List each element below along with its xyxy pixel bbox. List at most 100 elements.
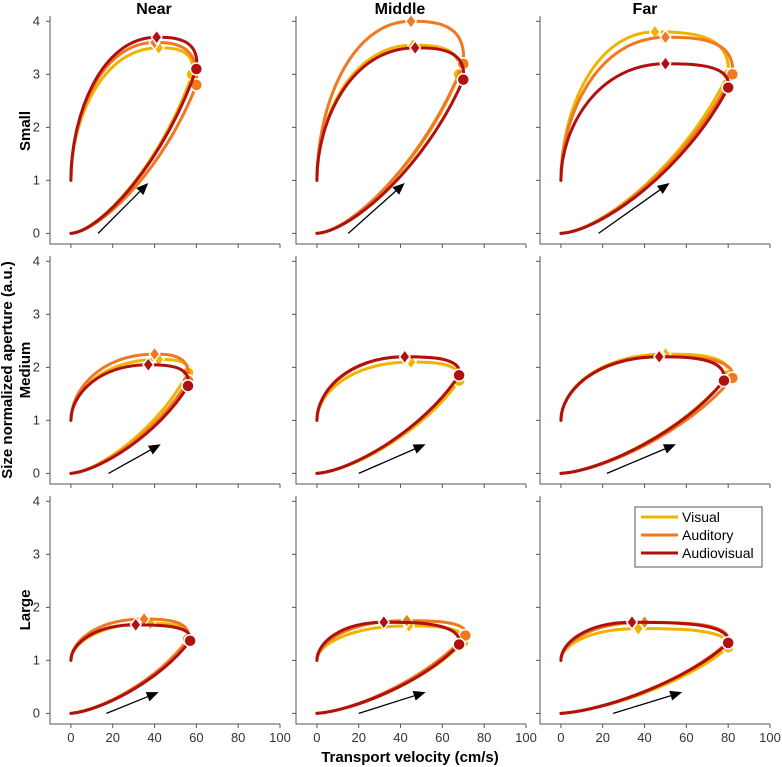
legend-label-visual: Visual xyxy=(682,509,720,525)
peak-velocity-marker-small-far-audiovisual xyxy=(721,80,735,95)
axes-large-middle xyxy=(295,496,526,725)
curve-upper-small-middle-auditory xyxy=(315,19,465,182)
axes-medium-far xyxy=(539,256,770,485)
x-tick-label-large-near-20: 20 xyxy=(105,730,119,745)
curve-lower-large-far-auditory xyxy=(559,640,730,715)
curve-lower-medium-near-visual xyxy=(69,371,190,475)
direction-arrow-head-medium-far xyxy=(662,444,676,454)
curve-lower-large-near-audiovisual xyxy=(69,639,192,715)
peak-velocity-marker-small-middle-audiovisual xyxy=(456,72,471,87)
curve-lower-medium-middle-visual xyxy=(315,379,461,475)
x-tick-label-large-near-0: 0 xyxy=(67,730,74,745)
curve-upper-small-far-audiovisual xyxy=(559,62,730,182)
panel-large-middle: 0 20 40 60 80 100 xyxy=(292,496,537,745)
panel-small-near: 0 1 2 3 4 xyxy=(33,13,281,248)
row-title-large: Large xyxy=(17,590,34,631)
curve-lower-large-near-auditory xyxy=(69,637,190,715)
direction-arrow-line-large-near xyxy=(106,696,148,714)
peak-velocity-marker-small-near-audiovisual xyxy=(189,62,204,76)
direction-arrow-head-small-near xyxy=(136,183,149,196)
y-tick-label-small-near-3: 3 xyxy=(33,66,40,81)
direction-arrow-head-medium-middle xyxy=(412,444,426,454)
column-title-near: Near xyxy=(136,1,172,18)
curve-upper-medium-near-auditory xyxy=(69,352,190,422)
axes-small-near xyxy=(49,16,280,245)
x-tick-label-large-middle-60: 60 xyxy=(435,730,449,745)
y-tick-label-large-near-0: 0 xyxy=(33,705,40,720)
curve-lower-medium-far-visual xyxy=(559,373,730,475)
x-axis-label: Transport velocity (cm/s) xyxy=(321,749,499,766)
x-tick-label-large-near-100: 100 xyxy=(269,730,291,745)
direction-arrow-line-medium-near xyxy=(108,449,151,474)
peak-aperture-marker-small-far-audiovisual xyxy=(659,55,672,72)
direction-arrow-head-large-middle xyxy=(412,691,426,701)
direction-arrow-line-large-far xyxy=(612,695,671,715)
y-axis-label: Size normalized aperture (a.u.) xyxy=(0,261,16,479)
y-tick-label-small-near-0: 0 xyxy=(33,225,40,240)
peak-aperture-marker-small-far-auditory xyxy=(659,28,672,46)
x-tick-label-large-middle-100: 100 xyxy=(515,730,537,745)
x-tick-label-large-far-40: 40 xyxy=(637,730,651,745)
curve-lower-small-far-audiovisual xyxy=(559,86,730,235)
curve-lower-small-far-visual xyxy=(559,72,730,235)
y-tick-label-medium-near-4: 4 xyxy=(33,253,40,268)
panel-medium-far xyxy=(536,256,771,488)
curve-lower-small-near-audiovisual xyxy=(69,67,198,235)
curve-upper-small-far-auditory xyxy=(559,35,734,182)
axes-medium-middle xyxy=(295,256,526,485)
axes-small-far xyxy=(539,16,770,245)
curve-lower-medium-middle-audiovisual xyxy=(315,373,461,475)
row-title-medium: Medium xyxy=(17,342,34,399)
curve-lower-large-far-audiovisual xyxy=(559,641,730,715)
curve-lower-small-middle-audiovisual xyxy=(315,78,465,235)
curve-lower-large-middle-auditory xyxy=(315,633,467,715)
x-tick-label-large-near-40: 40 xyxy=(147,730,161,745)
x-tick-label-large-middle-0: 0 xyxy=(313,730,320,745)
direction-arrow-head-large-far xyxy=(669,690,683,701)
x-tick-label-large-far-60: 60 xyxy=(679,730,693,745)
curve-lower-medium-middle-auditory xyxy=(315,373,461,475)
x-tick-label-large-near-80: 80 xyxy=(231,730,245,745)
peak-aperture-marker-small-middle-audiovisual xyxy=(408,39,422,57)
y-tick-label-medium-near-0: 0 xyxy=(33,465,40,480)
panel-small-middle xyxy=(292,13,527,248)
curve-upper-small-middle-visual xyxy=(315,43,461,182)
curve-lower-small-far-auditory xyxy=(559,72,734,235)
x-tick-label-large-near-60: 60 xyxy=(189,730,203,745)
y-tick-label-small-near-2: 2 xyxy=(33,119,40,134)
column-title-far: Far xyxy=(633,1,658,18)
column-title-middle: Middle xyxy=(375,1,426,18)
axes-medium-near xyxy=(49,256,280,485)
curve-lower-medium-near-auditory xyxy=(69,379,190,475)
direction-arrow-head-large-near xyxy=(145,692,159,702)
curve-lower-medium-far-auditory xyxy=(559,376,734,475)
y-tick-label-medium-near-1: 1 xyxy=(33,412,40,427)
peak-aperture-marker-large-near-audiovisual xyxy=(129,616,142,634)
direction-arrow-line-small-near xyxy=(97,191,141,234)
direction-arrow-line-small-far xyxy=(598,189,661,234)
panel-small-far xyxy=(536,16,771,248)
curve-upper-medium-middle-auditory xyxy=(315,355,461,422)
peak-velocity-marker-medium-far-audiovisual xyxy=(717,373,731,388)
curve-upper-medium-far-auditory xyxy=(559,355,734,422)
x-tick-label-large-far-80: 80 xyxy=(721,730,735,745)
curve-upper-small-middle-audiovisual xyxy=(315,46,465,182)
legend: Visual Auditory Audiovisual xyxy=(634,506,763,568)
peak-aperture-marker-medium-far-audiovisual xyxy=(652,348,666,365)
peak-aperture-marker-medium-near-auditory xyxy=(148,345,161,363)
y-tick-label-small-near-1: 1 xyxy=(33,172,40,187)
peak-aperture-marker-large-middle-auditory xyxy=(400,612,414,629)
y-tick-label-small-near-4: 4 xyxy=(33,13,40,28)
y-tick-label-medium-near-3: 3 xyxy=(33,306,40,321)
peak-aperture-marker-medium-near-audiovisual xyxy=(142,356,155,373)
peak-aperture-marker-small-near-audiovisual xyxy=(150,28,163,46)
x-tick-label-large-far-0: 0 xyxy=(557,730,564,745)
legend-label-audiovisual: Audiovisual xyxy=(682,545,754,561)
direction-arrow-head-small-middle xyxy=(392,183,405,195)
direction-arrow-head-medium-near xyxy=(147,444,161,455)
x-tick-label-large-middle-40: 40 xyxy=(393,730,407,745)
direction-arrow-line-small-middle xyxy=(347,190,397,234)
x-tick-label-large-middle-80: 80 xyxy=(477,730,491,745)
